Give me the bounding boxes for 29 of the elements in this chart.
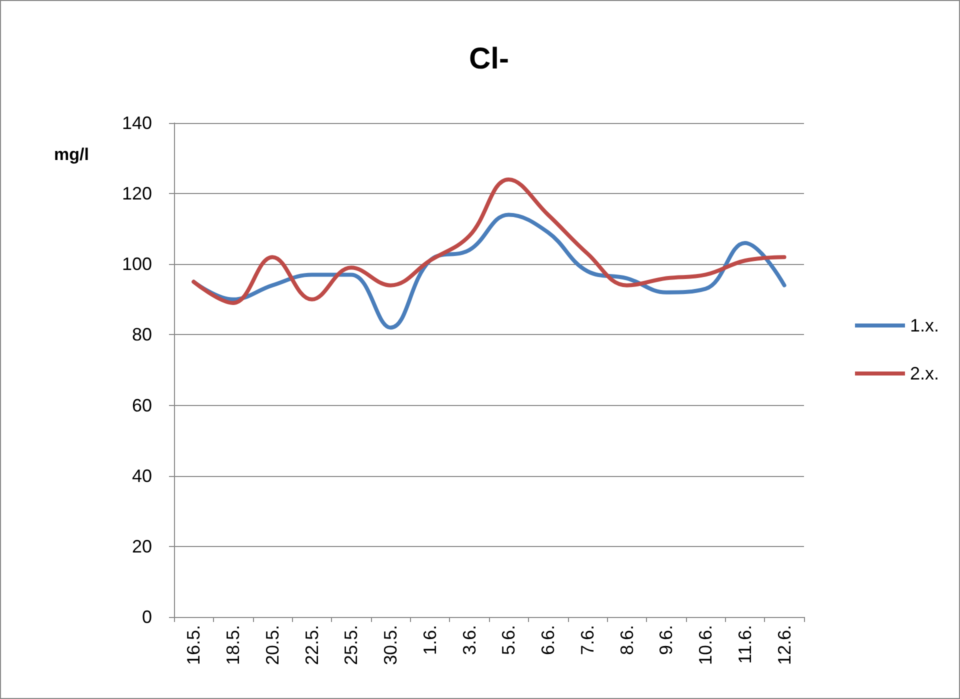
legend-label: 1.x. [910,316,940,336]
line-series [192,177,786,305]
y-tick-label: 60 [132,395,152,416]
y-tick-label: 80 [132,324,152,345]
y-tick-label: 40 [132,466,152,486]
x-tick-label: 10.6. [696,625,716,666]
x-tick-label: 16.5. [184,625,204,666]
x-tick-label: 8.6. [616,625,637,656]
legend-label: 2.x. [910,364,940,384]
x-tick-label: 25.5. [341,625,362,666]
chart-title: Cl- [469,42,509,76]
x-tick-label: 5.6. [498,625,519,656]
y-tick-label: 100 [122,254,152,274]
y-tick-label: 140 [122,113,152,133]
x-tick-label: 12.6. [774,625,794,666]
y-tick-label: 20 [132,536,152,556]
x-tick-label: 30.5. [380,625,401,666]
x-tick-label: 20.5. [262,625,282,666]
x-tick-label: 18.5. [223,625,244,666]
x-tick-label: 3.6. [459,625,480,656]
x-tick-label: 22.5. [302,625,322,666]
y-tick-label: 0 [142,607,152,627]
y-axis-title: mg/l [54,145,89,164]
x-tick-label: 6.6. [538,625,558,656]
x-tick-label: 7.6. [577,625,598,656]
x-tick-label: 1.6. [420,625,440,656]
y-tick-label: 120 [122,184,152,204]
x-tick-label: 11.6. [734,625,755,664]
x-tick-label: 9.6. [656,625,676,656]
